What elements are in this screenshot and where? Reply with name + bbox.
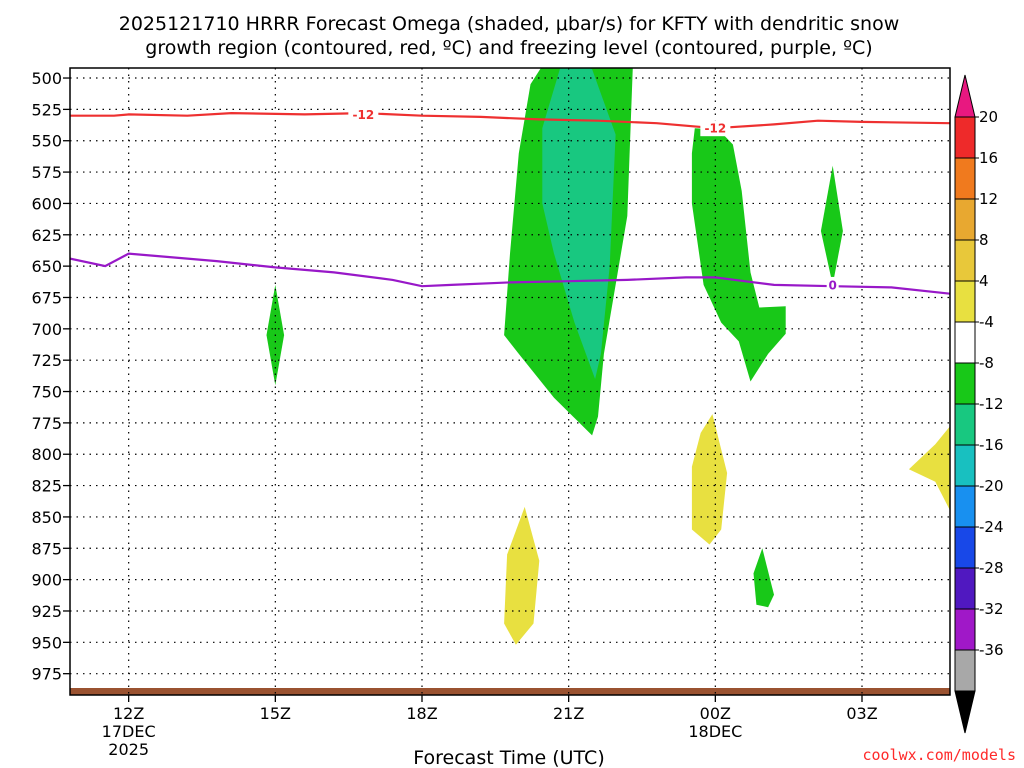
ground-strip <box>70 688 950 695</box>
colorbar-box-3 <box>954 239 976 282</box>
chart-title-line2: growth region (contoured, red, ºC) and f… <box>145 37 872 59</box>
omega-region-6 <box>504 506 540 645</box>
dgz-contour-label-1: -12 <box>352 108 374 122</box>
dgz-contour-line <box>70 111 950 130</box>
freezing-label-bg <box>826 276 839 293</box>
y-tick-label-725: 725 <box>31 351 62 370</box>
y-tick-label-850: 850 <box>31 508 62 527</box>
colorbar-box-12 <box>954 608 976 651</box>
x-axis-label: Forecast Time (UTC) <box>413 747 604 768</box>
colorbar-box-5 <box>954 321 976 364</box>
y-tick-label-575: 575 <box>31 163 62 182</box>
omega-region-1 <box>542 68 616 379</box>
colorbar-box-9 <box>954 485 976 528</box>
colorbar-label-6: -8 <box>979 354 994 372</box>
omega-region-7 <box>691 414 728 545</box>
omega-region-5 <box>753 548 774 608</box>
colorbar-label-0: 20 <box>979 108 998 126</box>
y-tick-label-525: 525 <box>31 100 62 119</box>
y-tick-label-750: 750 <box>31 383 62 402</box>
colorbar-box-8 <box>954 444 976 487</box>
colorbar-bottom-triangle <box>954 690 976 734</box>
x-tick-label-12Z-3: 2025 <box>108 740 149 759</box>
freezing-level-line <box>70 252 950 295</box>
y-tick-label-550: 550 <box>31 132 62 151</box>
colorbar-box-10 <box>954 526 976 569</box>
dgz-contour-label-2: -12 <box>704 122 726 136</box>
chart-title-line1: 2025121710 HRRR Forecast Omega (shaded, … <box>119 13 900 35</box>
omega-region-2 <box>691 128 786 382</box>
dgz-contour-label-1-bg <box>348 106 379 123</box>
colorbar-label-2: 12 <box>979 190 998 208</box>
freezing-contour-label: 0 <box>828 278 836 292</box>
colorbar-label-7: -12 <box>979 395 1004 413</box>
colorbar-label-5: -4 <box>979 313 994 331</box>
colorbar-box-11 <box>954 567 976 610</box>
x-tick-label-00Z-1: 00Z <box>700 704 731 723</box>
colorbar-label-11: -28 <box>979 559 1004 577</box>
y-tick-label-875: 875 <box>31 539 62 558</box>
y-tick-label-500: 500 <box>31 69 62 88</box>
x-tick-label-03Z-1: 03Z <box>846 704 877 723</box>
x-tick-label-12Z-2: 17DEC <box>102 722 156 741</box>
colorbar-label-3: 8 <box>979 231 989 249</box>
colorbar-box-1 <box>954 157 976 200</box>
y-tick-label-800: 800 <box>31 445 62 464</box>
colorbar-box-6 <box>954 362 976 405</box>
colorbar-box-4 <box>954 280 976 323</box>
colorbar-label-12: -32 <box>979 600 1004 618</box>
omega-region-8 <box>908 426 950 511</box>
colorbar-box-7 <box>954 403 976 446</box>
y-tick-label-600: 600 <box>31 194 62 213</box>
colorbar-label-4: 4 <box>979 272 989 290</box>
y-tick-label-775: 775 <box>31 414 62 433</box>
y-tick-label-950: 950 <box>31 633 62 652</box>
plot-frame <box>69 67 951 696</box>
y-tick-label-975: 975 <box>31 665 62 684</box>
omega-shading <box>266 68 950 645</box>
y-tick-label-925: 925 <box>31 602 62 621</box>
credit-text: coolwx.com/models <box>862 746 1016 764</box>
y-tick-label-900: 900 <box>31 571 62 590</box>
dgz-contour-label-2-bg <box>700 120 731 137</box>
y-tick-label-650: 650 <box>31 257 62 276</box>
grid-lines <box>70 68 950 695</box>
x-tick-label-21Z-1: 21Z <box>553 704 584 723</box>
y-tick-label-700: 700 <box>31 320 62 339</box>
colorbar-top-triangle <box>954 74 976 118</box>
x-tick-label-15Z-1: 15Z <box>260 704 291 723</box>
colorbar-box-0 <box>954 116 976 159</box>
colorbar-label-13: -36 <box>979 641 1004 659</box>
ground-layer <box>70 688 950 695</box>
omega-region-3 <box>820 165 843 285</box>
x-tick-label-18Z-1: 18Z <box>406 704 437 723</box>
y-tick-label-625: 625 <box>31 226 62 245</box>
colorbar-box-2 <box>954 198 976 241</box>
y-tick-label-825: 825 <box>31 477 62 496</box>
colorbar-box-13 <box>954 649 976 692</box>
colorbar-label-10: -24 <box>979 518 1004 536</box>
y-tick-label-675: 675 <box>31 288 62 307</box>
colorbar-label-8: -16 <box>979 436 1004 454</box>
y-axis: 500 525 550 575 600 625 650 675 700 725 750 775 800 8… <box>31 69 70 684</box>
x-tick-label-12Z-1: 12Z <box>113 704 144 723</box>
colorbar-label-9: -20 <box>979 477 1004 495</box>
colorbar-label-1: 16 <box>979 149 998 167</box>
contour-labels: -12 -12 0 <box>348 106 839 293</box>
contour-lines <box>70 111 950 295</box>
colorbar: 20 16 12 8 4 -4 -8 -12 -16 -20 -24 -28 -32 -36 <box>954 74 1004 734</box>
x-tick-label-00Z-2: 18DEC <box>688 722 742 741</box>
